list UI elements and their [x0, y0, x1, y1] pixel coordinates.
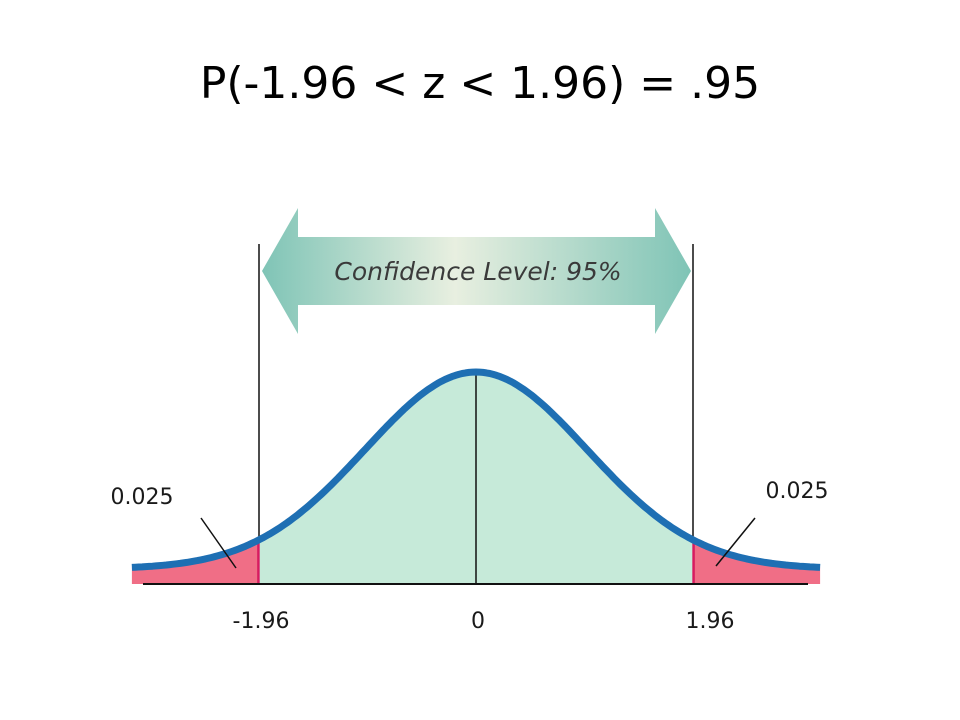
left-tail-pointer — [200, 517, 237, 569]
right-tail-label: 0.025 — [766, 479, 829, 504]
normal-curve — [131, 368, 821, 571]
tick-label-center: 0 — [471, 609, 485, 634]
right-tail-pointer — [715, 517, 756, 567]
confidence-level-label: Confidence Level: 95% — [334, 257, 621, 286]
slide-title: P(-1.96 < z < 1.96) = .95 — [199, 58, 761, 109]
tick-label-left: -1.96 — [233, 609, 290, 634]
confidence-interval-arrow — [262, 208, 691, 334]
left-tail-label: 0.025 — [111, 485, 174, 510]
tick-label-right: 1.96 — [686, 609, 735, 634]
